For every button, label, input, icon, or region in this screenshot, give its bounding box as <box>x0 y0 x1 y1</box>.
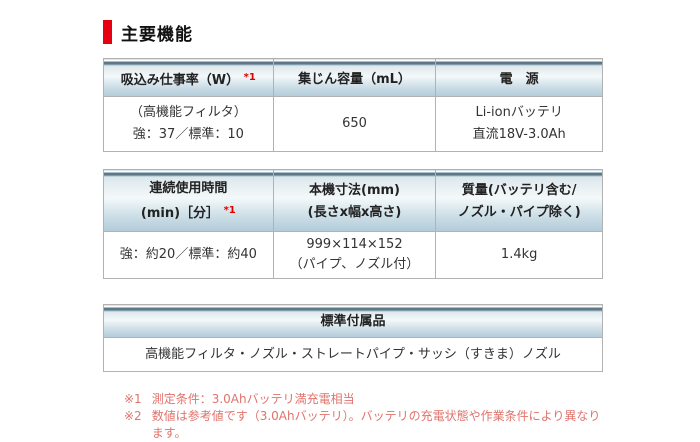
spec-table-main: 吸込み仕事率（W） *1 集じん容量（mL） 電 源 （高機能フィルタ） 強：3… <box>103 58 603 152</box>
header-continuous-use: 連続使用時間 (min)［分］ *1 <box>103 169 274 232</box>
spec-table-usage: 連続使用時間 (min)［分］ *1 本機寸法(mm) (長さx幅x高さ) 質量… <box>103 169 603 279</box>
header-label: (長さx幅x高さ) <box>307 204 402 220</box>
header-label: 連続使用時間 <box>149 181 228 196</box>
footnote-marker: ※1 <box>124 392 142 406</box>
footnote-ref-1: *1 <box>243 72 256 83</box>
section-heading: 主要機能 <box>103 20 603 45</box>
footnote-text: 測定条件：3.0Ahバッテリ満充電相当 <box>151 392 355 406</box>
header-label: 吸込み仕事率（W） <box>120 73 240 88</box>
header-label: 集じん容量（mL） <box>298 71 411 87</box>
table-value-row: （高機能フィルタ） 強：37／標準：10 650 Li-ionバッテリ 直流18… <box>103 96 603 152</box>
header-label: ノズル・パイプ除く) <box>457 204 581 220</box>
header-label: 本機寸法(mm) <box>309 182 400 198</box>
header-accessories: 標準付属品 <box>103 304 603 338</box>
header-dimensions: 本機寸法(mm) (長さx幅x高さ) <box>272 169 437 232</box>
table-value-row: 高機能フィルタ・ノズル・ストレートパイプ・サッシ（すきま）ノズル <box>103 337 603 372</box>
table-header-row: 連続使用時間 (min)［分］ *1 本機寸法(mm) (長さx幅x高さ) 質量… <box>103 169 603 232</box>
table-value-row: 強：約20／標準：約40 999×114×152 （パイプ、ノズル付） 1.4k… <box>103 231 603 279</box>
table-header-row: 標準付属品 <box>103 304 603 338</box>
spec-section: 主要機能 吸込み仕事率（W） *1 集じん容量（mL） 電 源 （高機能フィルタ… <box>103 20 603 442</box>
header-power-source: 電 源 <box>435 58 603 97</box>
table-header-row: 吸込み仕事率（W） *1 集じん容量（mL） 電 源 <box>103 58 603 97</box>
accessories-table: 標準付属品 高機能フィルタ・ノズル・ストレートパイプ・サッシ（すきま）ノズル <box>103 304 603 372</box>
footnote-marker: ※2 <box>124 409 142 423</box>
footnote-2: ※2 数値は参考値です（3.0Ahバッテリ）。バッテリの充電状態や作業条件により… <box>124 408 603 442</box>
value-power-source: Li-ionバッテリ 直流18V-3.0Ah <box>435 96 603 152</box>
header-suction-power: 吸込み仕事率（W） *1 <box>103 58 274 97</box>
value-weight: 1.4kg <box>435 231 603 279</box>
heading-accent-bar <box>103 20 112 44</box>
value-suction-power: （高機能フィルタ） 強：37／標準：10 <box>103 96 274 152</box>
value-dimensions: 999×114×152 （パイプ、ノズル付） <box>272 231 437 279</box>
footnotes: ※1 測定条件：3.0Ahバッテリ満充電相当 ※2 数値は参考値です（3.0Ah… <box>124 391 603 442</box>
value-accessories: 高機能フィルタ・ノズル・ストレートパイプ・サッシ（すきま）ノズル <box>103 337 603 372</box>
footnote-ref-1: *1 <box>223 205 236 216</box>
header-label: 標準付属品 <box>320 314 386 329</box>
header-label: 質量(バッテリ含む/ <box>461 182 577 198</box>
header-dust-capacity: 集じん容量（mL） <box>272 58 437 97</box>
value-continuous-use: 強：約20／標準：約40 <box>103 231 274 279</box>
footnote-1: ※1 測定条件：3.0Ahバッテリ満充電相当 <box>124 391 603 408</box>
footnote-text: 数値は参考値です（3.0Ahバッテリ）。バッテリの充電状態や作業条件により異なり… <box>151 409 601 440</box>
section-title: 主要機能 <box>121 24 193 45</box>
header-label: 電 源 <box>499 71 539 87</box>
header-weight: 質量(バッテリ含む/ ノズル・パイプ除く) <box>435 169 603 232</box>
value-dust-capacity: 650 <box>272 96 437 152</box>
header-label: (min)［分］ <box>140 206 220 221</box>
